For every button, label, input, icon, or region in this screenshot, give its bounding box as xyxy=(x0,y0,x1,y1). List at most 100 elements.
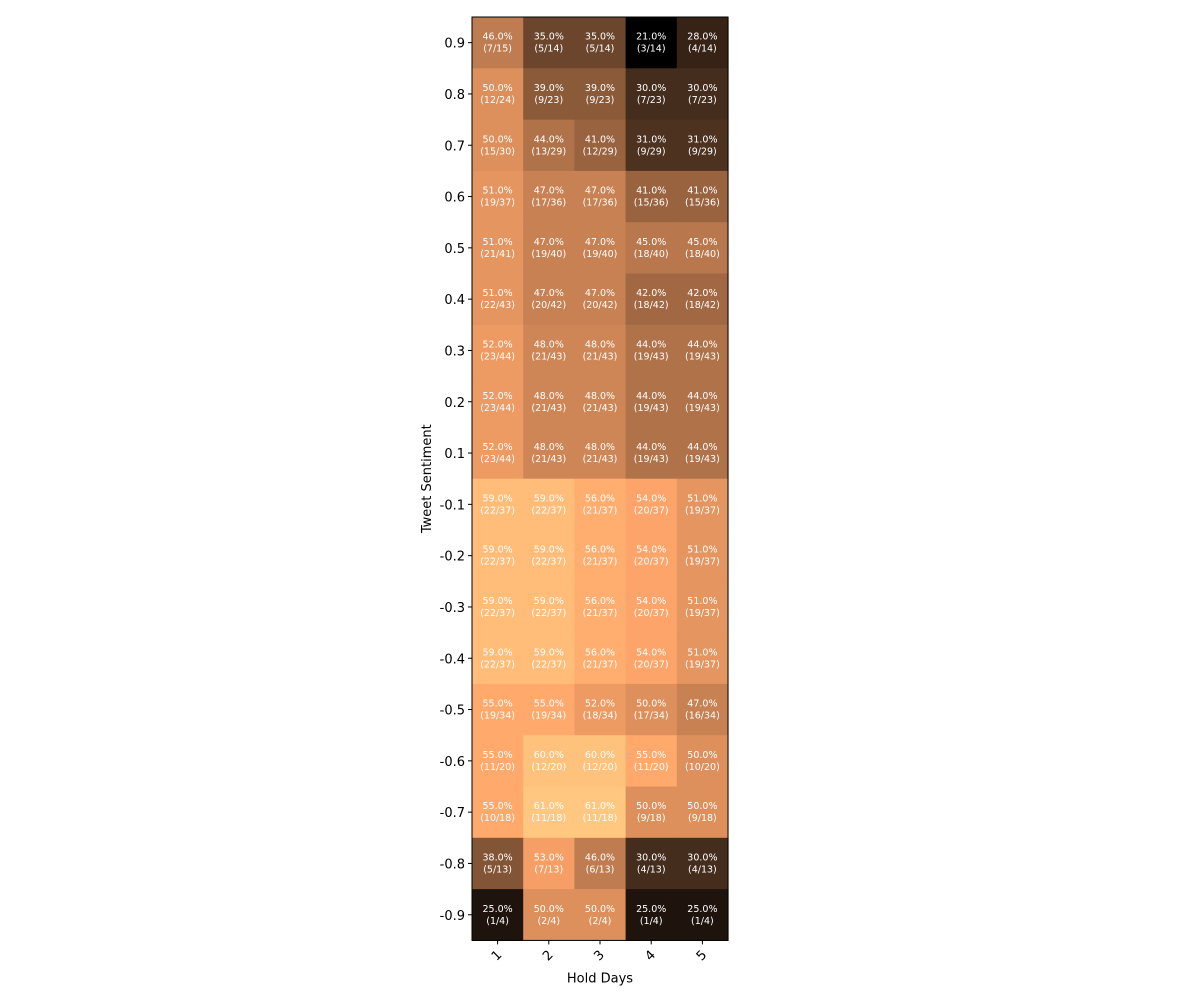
cell-count-label: (22/37) xyxy=(531,608,566,619)
x-tick-label: 1 xyxy=(489,948,505,964)
cell-percent-label: 56.0% xyxy=(585,596,615,607)
cell-count-label: (17/36) xyxy=(583,198,618,209)
cell-percent-label: 51.0% xyxy=(483,237,513,248)
cell-count-label: (21/37) xyxy=(583,659,618,670)
cell-count-label: (7/15) xyxy=(483,44,512,55)
heatmap-cell xyxy=(472,273,524,326)
heatmap-cell xyxy=(625,376,678,428)
cell-percent-label: 55.0% xyxy=(636,750,666,761)
cell-count-label: (12/20) xyxy=(583,762,618,773)
cell-percent-label: 50.0% xyxy=(687,801,717,812)
heatmap-cell xyxy=(574,889,627,941)
heatmap-cell xyxy=(676,273,729,326)
heatmap-cell xyxy=(574,786,627,839)
cell-percent-label: 38.0% xyxy=(483,852,513,863)
heatmap-cell xyxy=(676,324,729,377)
heatmap-cell xyxy=(523,427,575,480)
cell-percent-label: 47.0% xyxy=(585,237,615,248)
heatmap-cell xyxy=(625,427,678,480)
heatmap-cell xyxy=(676,683,729,736)
cell-count-label: (21/43) xyxy=(531,403,566,414)
heatmap-cell xyxy=(574,478,627,531)
heatmap-cell xyxy=(574,683,627,736)
cell-percent-label: 52.0% xyxy=(483,442,513,453)
y-axis-title: Tweet Sentiment xyxy=(420,424,435,534)
x-tick-label: 3 xyxy=(591,948,607,964)
cell-percent-label: 41.0% xyxy=(636,186,666,197)
cell-percent-label: 51.0% xyxy=(687,545,717,556)
cell-percent-label: 42.0% xyxy=(636,288,666,299)
cell-percent-label: 35.0% xyxy=(534,32,564,43)
cell-count-label: (9/18) xyxy=(688,813,717,824)
heatmap-cell xyxy=(523,68,575,121)
heatmap-cell xyxy=(676,786,729,839)
heatmap-cell xyxy=(676,222,729,275)
cell-percent-label: 55.0% xyxy=(483,801,513,812)
heatmap-cell xyxy=(625,889,678,941)
cell-count-label: (12/24) xyxy=(480,95,515,106)
cell-percent-label: 25.0% xyxy=(636,904,666,915)
cell-percent-label: 45.0% xyxy=(636,237,666,248)
cell-percent-label: 44.0% xyxy=(687,339,717,350)
cell-count-label: (19/37) xyxy=(480,198,515,209)
cell-percent-label: 25.0% xyxy=(483,904,513,915)
cell-percent-label: 54.0% xyxy=(636,596,666,607)
cell-count-label: (22/43) xyxy=(480,300,515,311)
cell-count-label: (20/37) xyxy=(634,505,669,516)
heatmap-cell xyxy=(574,530,627,582)
heatmap-cell xyxy=(472,119,524,172)
heatmap-cell xyxy=(574,119,627,172)
cell-percent-label: 44.0% xyxy=(636,442,666,453)
heatmap-cell xyxy=(523,683,575,736)
heatmap-cell xyxy=(625,68,678,121)
cell-percent-label: 59.0% xyxy=(534,493,564,504)
cell-count-label: (10/20) xyxy=(685,762,720,773)
heatmap-cell xyxy=(574,735,627,788)
cell-percent-label: 47.0% xyxy=(534,186,564,197)
cell-percent-label: 50.0% xyxy=(636,801,666,812)
cell-count-label: (9/29) xyxy=(637,146,666,157)
heatmap-cell xyxy=(676,889,729,941)
cell-count-label: (12/29) xyxy=(583,146,618,157)
cell-percent-label: 59.0% xyxy=(534,545,564,556)
y-tick-label: 0.5 xyxy=(444,242,465,257)
cell-count-label: (19/43) xyxy=(634,351,669,362)
cell-count-label: (18/42) xyxy=(634,300,669,311)
y-tick-label: -0.5 xyxy=(440,704,465,719)
cell-count-label: (21/43) xyxy=(531,454,566,465)
cell-percent-label: 51.0% xyxy=(483,186,513,197)
heatmap-cell xyxy=(676,478,729,531)
cell-percent-label: 51.0% xyxy=(687,493,717,504)
cell-count-label: (22/37) xyxy=(480,659,515,670)
y-tick-label: -0.9 xyxy=(440,909,465,924)
cell-count-label: (11/18) xyxy=(583,813,618,824)
cell-percent-label: 56.0% xyxy=(585,647,615,658)
cell-count-label: (11/20) xyxy=(480,762,515,773)
cell-count-label: (20/42) xyxy=(531,300,566,311)
heatmap-cell xyxy=(472,427,524,480)
cell-percent-label: 59.0% xyxy=(483,596,513,607)
heatmap-cell xyxy=(472,68,524,121)
cell-count-label: (5/13) xyxy=(483,864,512,875)
y-tick-label: 0.7 xyxy=(444,139,465,154)
cell-count-label: (19/37) xyxy=(685,659,720,670)
cell-count-label: (17/36) xyxy=(531,198,566,209)
cell-percent-label: 56.0% xyxy=(585,493,615,504)
heatmap-cell xyxy=(472,837,524,890)
cell-percent-label: 47.0% xyxy=(687,699,717,710)
cell-percent-label: 46.0% xyxy=(483,32,513,43)
cell-count-label: (19/43) xyxy=(685,351,720,362)
heatmap-cell xyxy=(523,119,575,172)
cell-count-label: (7/13) xyxy=(534,864,563,875)
cell-count-label: (7/23) xyxy=(637,95,666,106)
y-tick-label: 0.6 xyxy=(444,191,465,206)
heatmap-cell xyxy=(472,683,524,736)
cell-count-label: (22/37) xyxy=(480,557,515,568)
heatmap-cell xyxy=(625,273,678,326)
heatmap-cell xyxy=(523,889,575,941)
cell-percent-label: 55.0% xyxy=(483,750,513,761)
cell-count-label: (5/14) xyxy=(586,44,615,55)
cell-count-label: (19/40) xyxy=(583,249,618,260)
heatmap-cell xyxy=(625,170,678,223)
